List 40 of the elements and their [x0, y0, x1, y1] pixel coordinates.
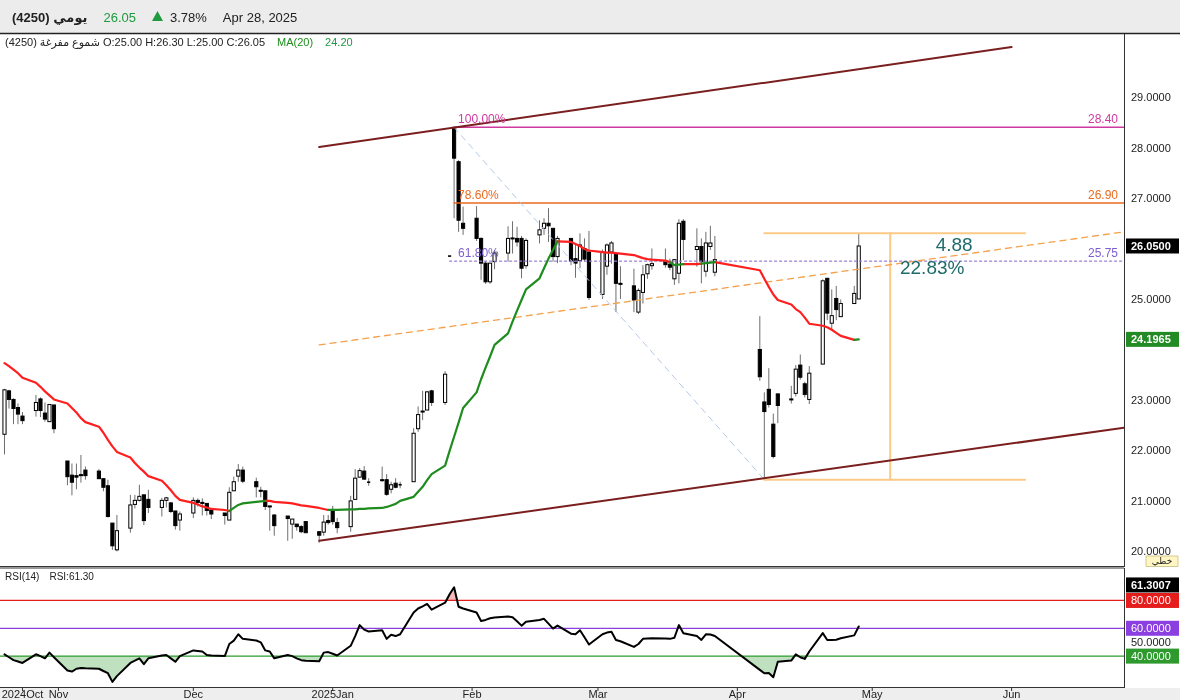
- text: 61.3007: [1131, 578, 1171, 591]
- text: 26.05: [103, 10, 136, 25]
- y-tick-label: 27.0000: [1131, 192, 1171, 205]
- annotation: 100.00%: [458, 112, 506, 127]
- annotation: 25.75: [1087, 246, 1119, 261]
- y-tick-label: 25.0000: [1131, 292, 1171, 305]
- x-tick-label: Dec: [183, 688, 204, 700]
- y-tick-label: 28.0000: [1131, 141, 1171, 154]
- chart-title: RSI(14): [5, 571, 40, 582]
- y-tick-label: 29.0000: [1131, 91, 1171, 104]
- annotation: 4.88: [935, 233, 973, 255]
- text: 24.1965: [1131, 333, 1171, 346]
- y-tick-label: 22.0000: [1131, 444, 1171, 457]
- x-tick-label: Mar: [588, 688, 608, 700]
- text: Apr 28, 2025: [222, 10, 298, 25]
- annotation: 24.20: [325, 36, 353, 48]
- x-tick-label: Nov: [48, 688, 69, 700]
- text: MA(20): [277, 36, 314, 48]
- text: 3.78%: [169, 10, 208, 25]
- y-tick-label: 50.0000: [1131, 636, 1171, 649]
- y-tick-label: 60.0000: [1131, 622, 1171, 635]
- y-tick-label: 40.0000: [1131, 650, 1171, 663]
- y-tick-label: 20.0000: [1131, 545, 1171, 558]
- y-tick-label: 21.0000: [1131, 494, 1171, 507]
- annotation: 22.83%: [899, 256, 965, 278]
- x-tick-label: May: [861, 688, 884, 700]
- chart-title: (4250) يومي: [12, 10, 88, 25]
- toggle-button: خطي: [1145, 555, 1179, 567]
- x-tick-label: Apr: [728, 688, 747, 700]
- y-tick-label: 80.0000: [1131, 594, 1171, 607]
- x-tick-label: 2024Oct: [1, 688, 44, 700]
- text: 26.0500: [1131, 239, 1171, 252]
- chart-subtitle: (4250) شموع مفرغة O:25.00 H:26.30 L:25.00 C:26.05: [5, 36, 266, 49]
- x-tick-label: 2025Jan: [311, 688, 354, 700]
- x-tick-label: Feb: [462, 688, 482, 700]
- annotation: 28.40: [1087, 112, 1119, 127]
- annotation: 26.90: [1087, 188, 1119, 203]
- y-tick-label: 23.0000: [1131, 393, 1171, 406]
- x-tick-label: Jun: [1002, 688, 1021, 700]
- annotation: RSI:61.30: [49, 571, 95, 582]
